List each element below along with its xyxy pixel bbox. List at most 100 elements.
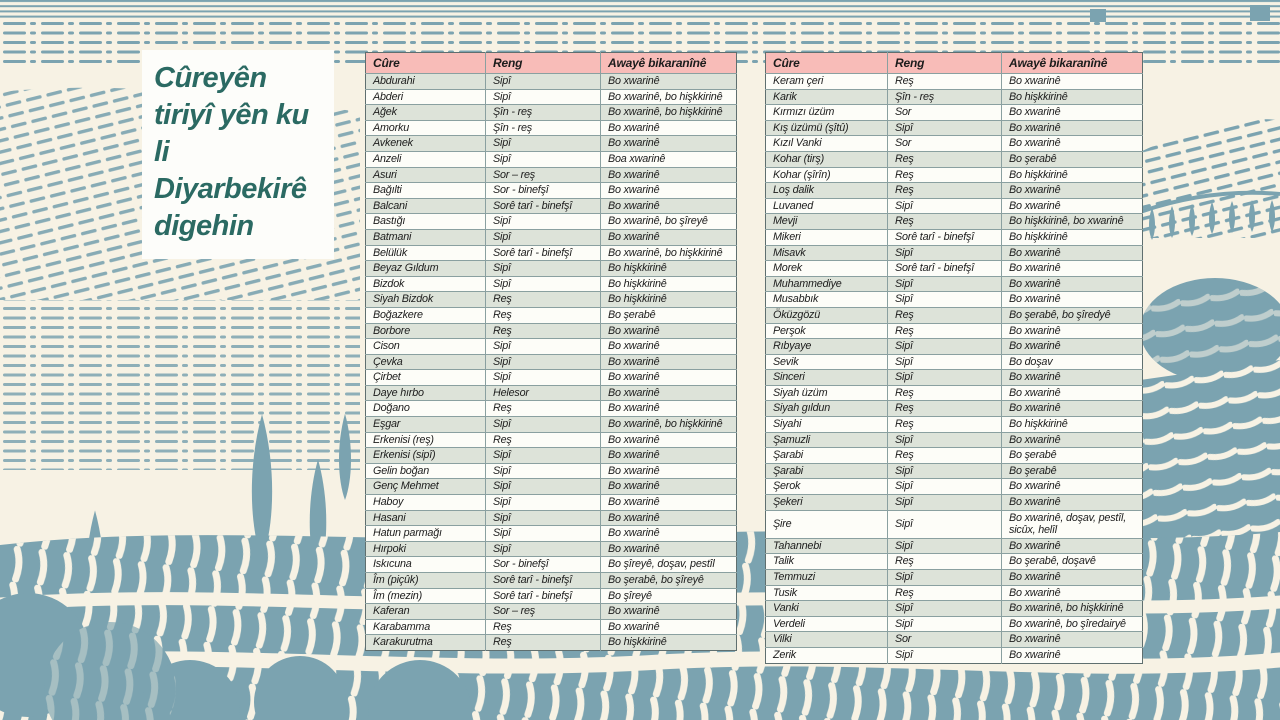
- cell-awaye: Bo xwarinê: [1001, 494, 1143, 511]
- cell-reng: Reş: [887, 416, 1002, 433]
- cell-cure: Boğazkere: [365, 306, 486, 323]
- cell-reng: Sorê tarî - binefşî: [485, 244, 601, 261]
- cell-cure: Belülük: [365, 244, 486, 261]
- cell-cure: Gelin boğan: [365, 462, 486, 479]
- cell-cure: Bağılti: [365, 182, 486, 199]
- table-row: Beyaz Gıldum Sipî Bo hişkkirinê: [365, 260, 737, 277]
- cell-cure: Kış üzümü (şîtû): [765, 119, 888, 136]
- cell-reng: Sipî: [887, 369, 1002, 386]
- cell-awaye: Bo xwarinê: [1001, 197, 1143, 214]
- page-title: Cûreyên tiriyî yên ku li Diyarbekirê dig…: [154, 62, 309, 242]
- cell-reng: Reş: [485, 400, 601, 417]
- cell-awaye: Bo şerabê, doşavê: [1001, 553, 1143, 570]
- cell-cure: Şamuzli: [765, 431, 888, 448]
- table-row: Misavk Sipî Bo xwarinê: [765, 244, 1143, 261]
- cell-reng: Sipî: [485, 275, 601, 292]
- cell-cure: Morek: [765, 260, 888, 277]
- cell-awaye: Bo xwarinê: [600, 353, 737, 370]
- cell-reng: Sor – reş: [485, 166, 601, 183]
- cell-reng: Sor – reş: [485, 603, 601, 620]
- cell-reng: Reş: [887, 384, 1002, 401]
- title-card: Cûreyên tiriyî yên ku li Diyarbekirê dig…: [142, 50, 334, 259]
- cell-cure: Siyah gıldun: [765, 400, 888, 417]
- table-row: Perşok Reş Bo xwarinê: [765, 322, 1143, 339]
- table-row: Loş dalik Reş Bo xwarinê: [765, 182, 1143, 199]
- column-header-reng: Reng: [485, 52, 601, 74]
- cell-reng: Sorê tarî - binefşî: [485, 572, 601, 589]
- cell-reng: Reş: [887, 322, 1002, 339]
- table-row: Boğazkere Reş Bo şerabê: [365, 306, 737, 323]
- cell-reng: Sipî: [887, 569, 1002, 586]
- column-header-cure: Cûre: [365, 52, 486, 74]
- cell-reng: Sorê tarî - binefşî: [887, 228, 1002, 246]
- cell-awaye: Bo xwarinê: [600, 384, 737, 401]
- table-row: Kızıl Vanki Sor Bo xwarinê: [765, 135, 1143, 152]
- cell-awaye: Bo xwarinê: [600, 197, 737, 214]
- cell-reng: Reş: [887, 553, 1002, 570]
- cell-reng: Sipî: [485, 525, 601, 542]
- table-row: Balcani Sorê tarî - binefşî Bo xwarinê: [365, 197, 737, 214]
- cell-awaye: Bo xwarinê: [1001, 135, 1143, 152]
- cell-reng: Reş: [485, 306, 601, 323]
- cell-reng: Sipî: [887, 600, 1002, 617]
- column-header-awaye: Awayê bikaranînê: [1001, 52, 1143, 74]
- cell-reng: Sipî: [485, 494, 601, 511]
- cell-awaye: Bo xwarinê: [600, 228, 737, 246]
- cell-awaye: Bo xwarinê, bo hişkkirinê: [600, 244, 737, 261]
- cell-reng: Sipî: [887, 537, 1002, 554]
- table-row: Bizdok Sipî Bo hişkkirinê: [365, 275, 737, 292]
- cell-awaye: Bo xwarinê: [1001, 584, 1143, 601]
- cell-awaye: Bo xwarinê: [600, 400, 737, 417]
- cell-reng: Reş: [887, 150, 1002, 168]
- cell-cure: Perşok: [765, 322, 888, 339]
- cell-cure: Asuri: [365, 166, 486, 183]
- cell-awaye: Bo xwarinê: [1001, 275, 1143, 292]
- cell-cure: Vilki: [765, 631, 888, 648]
- table-row: Şamuzli Sipî Bo xwarinê: [765, 431, 1143, 448]
- cell-reng: Sipî: [485, 135, 601, 152]
- cell-cure: Siyah üzüm: [765, 384, 888, 401]
- cell-reng: Reş: [887, 182, 1002, 199]
- table-row: Bastığı Sipî Bo xwarinê, bo şîreyê: [365, 213, 737, 230]
- cell-awaye: Bo xwarinê, bo hişkkirinê: [1001, 600, 1143, 617]
- cell-awaye: Bo xwarinê, bo şîreyê: [600, 213, 737, 230]
- cell-reng: Sorê tarî - binefşî: [887, 260, 1002, 277]
- cell-cure: Abderi: [365, 88, 486, 105]
- cell-awaye: Bo xwarinê: [600, 494, 737, 511]
- cell-awaye: Bo xwarinê: [1001, 431, 1143, 448]
- cell-reng: Şîn - reş: [887, 88, 1002, 105]
- cell-reng: Reş: [887, 400, 1002, 417]
- cell-cure: Abdurahi: [365, 73, 486, 90]
- table-row: Temmuzi Sipî Bo xwarinê: [765, 569, 1143, 586]
- table-row: Luvaned Sipî Bo xwarinê: [765, 197, 1143, 214]
- cell-awaye: Bo xwarinê: [1001, 73, 1143, 90]
- table-row: Şerok Sipî Bo xwarinê: [765, 478, 1143, 495]
- cell-cure: Balcani: [365, 197, 486, 214]
- table-row: Daye hırbo Helesor Bo xwarinê: [365, 384, 737, 401]
- cell-awaye: Bo xwarinê: [1001, 478, 1143, 495]
- cell-cure: Temmuzi: [765, 569, 888, 586]
- table-row: Asuri Sor – reş Bo xwarinê: [365, 166, 737, 183]
- cell-reng: Sipî: [485, 447, 601, 464]
- cell-cure: Anzeli: [365, 150, 486, 168]
- table-row: Siyah üzüm Reş Bo xwarinê: [765, 384, 1143, 401]
- cell-reng: Reş: [485, 618, 601, 635]
- table-row: Mikeri Sorê tarî - binefşî Bo hişkkirinê: [765, 228, 1143, 246]
- cell-awaye: Bo xwarinê: [1001, 260, 1143, 277]
- table-row: Vilki Sor Bo xwarinê: [765, 631, 1143, 648]
- table-row: Îm (piçûk) Sorê tarî - binefşî Bo şerabê, …: [365, 572, 737, 589]
- cell-cure: Verdeli: [765, 615, 888, 632]
- cell-reng: Sipî: [887, 478, 1002, 495]
- table-row: Iskıcuna Sor - binefşî Bo şîreyê, doşav, p…: [365, 556, 737, 573]
- cell-awaye: Bo xwarinê: [1001, 569, 1143, 586]
- table-row: Gelin boğan Sipî Bo xwarinê: [365, 462, 737, 479]
- table-row: Şire Sipî Bo xwarinê, doşav, pestîl, sicûx…: [765, 509, 1143, 539]
- cell-awaye: Bo xwarinê, bo hişkkirinê: [600, 416, 737, 433]
- table-row: Şarabi Reş Bo şerabê: [765, 447, 1143, 464]
- cell-cure: Misavk: [765, 244, 888, 261]
- cell-cure: Talik: [765, 553, 888, 570]
- table-row: Kohar (tirş) Reş Bo şerabê: [765, 150, 1143, 168]
- cell-cure: Hırpoki: [365, 540, 486, 557]
- cell-cure: Sevik: [765, 353, 888, 370]
